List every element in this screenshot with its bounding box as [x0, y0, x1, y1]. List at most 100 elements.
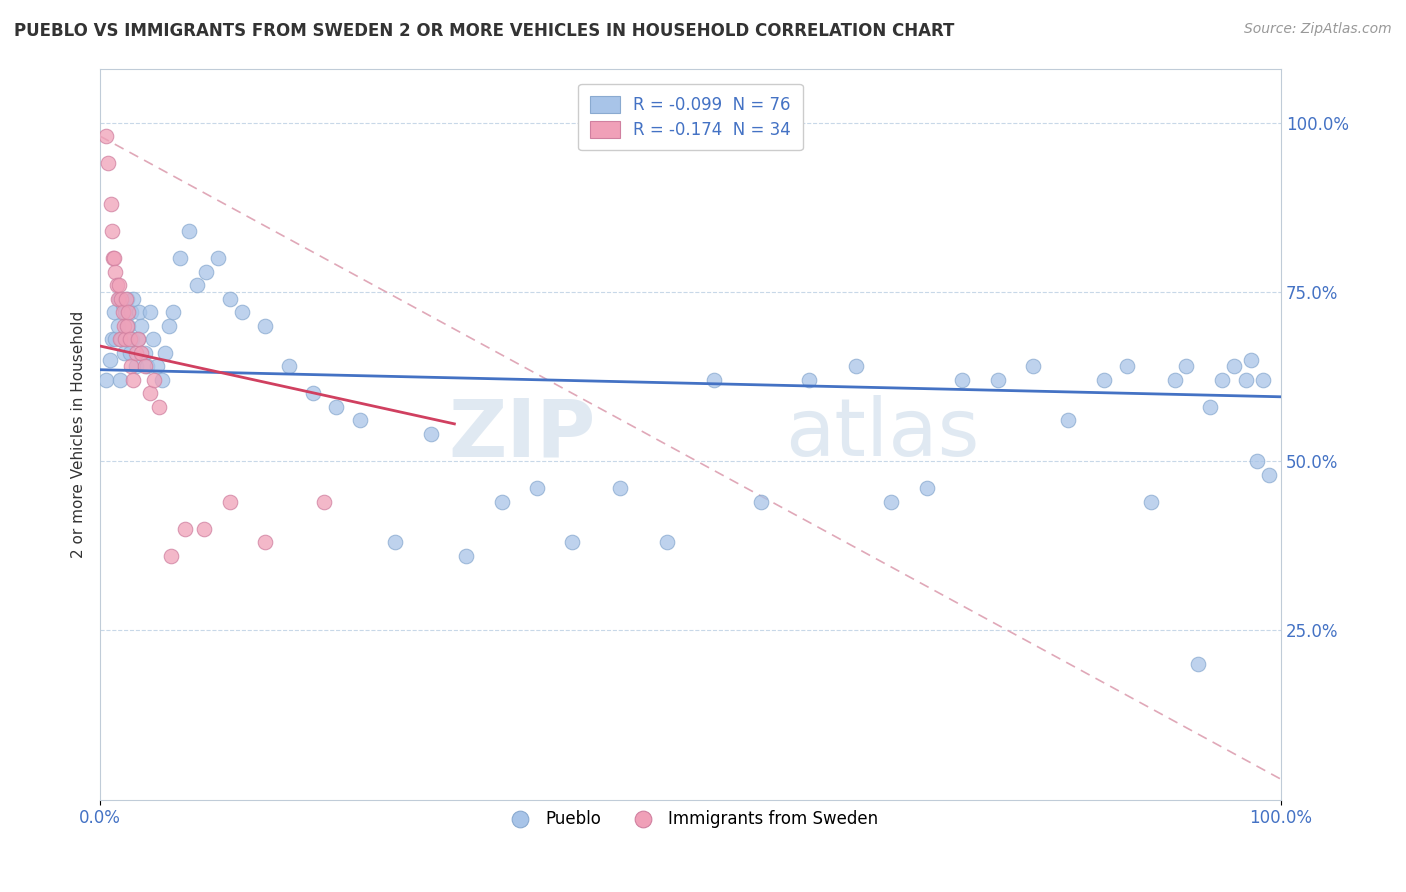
Point — [655, 535, 678, 549]
Point — [124, 359, 146, 374]
Point — [162, 305, 184, 319]
Point — [94, 373, 117, 387]
Point — [278, 359, 301, 374]
Point — [103, 251, 125, 265]
Point — [526, 481, 548, 495]
Point — [122, 292, 145, 306]
Y-axis label: 2 or more Vehicles in Household: 2 or more Vehicles in Household — [72, 310, 86, 558]
Point — [122, 373, 145, 387]
Point — [131, 346, 153, 360]
Point — [950, 373, 973, 387]
Point — [880, 494, 903, 508]
Point — [987, 373, 1010, 387]
Point — [1240, 352, 1263, 367]
Point — [195, 264, 218, 278]
Point — [797, 373, 820, 387]
Point — [136, 359, 159, 374]
Point — [160, 549, 183, 563]
Point — [94, 129, 117, 144]
Point — [118, 332, 141, 346]
Point — [112, 346, 135, 360]
Point — [111, 305, 134, 319]
Point — [1199, 400, 1222, 414]
Point — [703, 373, 725, 387]
Text: atlas: atlas — [785, 395, 980, 473]
Point — [117, 318, 139, 333]
Point — [108, 332, 131, 346]
Point — [127, 332, 149, 346]
Point — [1092, 373, 1115, 387]
Point — [120, 305, 142, 319]
Point — [419, 427, 441, 442]
Point — [101, 224, 124, 238]
Point — [143, 373, 166, 387]
Point — [114, 305, 136, 319]
Point — [1258, 467, 1281, 482]
Point — [97, 156, 120, 170]
Point — [110, 292, 132, 306]
Point — [111, 298, 134, 312]
Point — [150, 373, 173, 387]
Point — [254, 535, 277, 549]
Point — [169, 251, 191, 265]
Point — [186, 278, 208, 293]
Point — [127, 332, 149, 346]
Point — [104, 264, 127, 278]
Point — [751, 494, 773, 508]
Text: PUEBLO VS IMMIGRANTS FROM SWEDEN 2 OR MORE VEHICLES IN HOUSEHOLD CORRELATION CHA: PUEBLO VS IMMIGRANTS FROM SWEDEN 2 OR MO… — [14, 22, 955, 40]
Point — [115, 292, 138, 306]
Point — [138, 386, 160, 401]
Point — [1116, 359, 1139, 374]
Point — [112, 318, 135, 333]
Point — [110, 332, 132, 346]
Point — [128, 305, 150, 319]
Point — [174, 522, 197, 536]
Point — [915, 481, 938, 495]
Point — [153, 346, 176, 360]
Point — [177, 224, 200, 238]
Point — [134, 346, 156, 360]
Point — [117, 318, 139, 333]
Point — [115, 332, 138, 346]
Point — [193, 522, 215, 536]
Point — [142, 332, 165, 346]
Point — [1246, 454, 1268, 468]
Point — [219, 292, 242, 306]
Point — [314, 494, 336, 508]
Point — [108, 373, 131, 387]
Point — [207, 251, 229, 265]
Point — [1057, 413, 1080, 427]
Point — [121, 332, 143, 346]
Point — [1251, 373, 1274, 387]
Point — [117, 305, 139, 319]
Point — [101, 332, 124, 346]
Point — [117, 292, 139, 306]
Point — [157, 318, 180, 333]
Legend: Pueblo, Immigrants from Sweden: Pueblo, Immigrants from Sweden — [496, 804, 884, 835]
Point — [105, 278, 128, 293]
Point — [108, 278, 131, 293]
Point — [148, 400, 170, 414]
Point — [561, 535, 583, 549]
Point — [146, 359, 169, 374]
Point — [491, 494, 513, 508]
Point — [1187, 657, 1209, 672]
Point — [138, 305, 160, 319]
Point — [124, 346, 146, 360]
Point — [1140, 494, 1163, 508]
Point — [104, 332, 127, 346]
Text: ZIP: ZIP — [449, 395, 596, 473]
Point — [254, 318, 277, 333]
Point — [118, 346, 141, 360]
Point — [1234, 373, 1257, 387]
Point — [131, 318, 153, 333]
Point — [456, 549, 478, 563]
Point — [100, 197, 122, 211]
Point — [384, 535, 406, 549]
Point — [98, 352, 121, 367]
Point — [107, 318, 129, 333]
Point — [1022, 359, 1045, 374]
Point — [219, 494, 242, 508]
Point — [103, 305, 125, 319]
Point — [325, 400, 347, 414]
